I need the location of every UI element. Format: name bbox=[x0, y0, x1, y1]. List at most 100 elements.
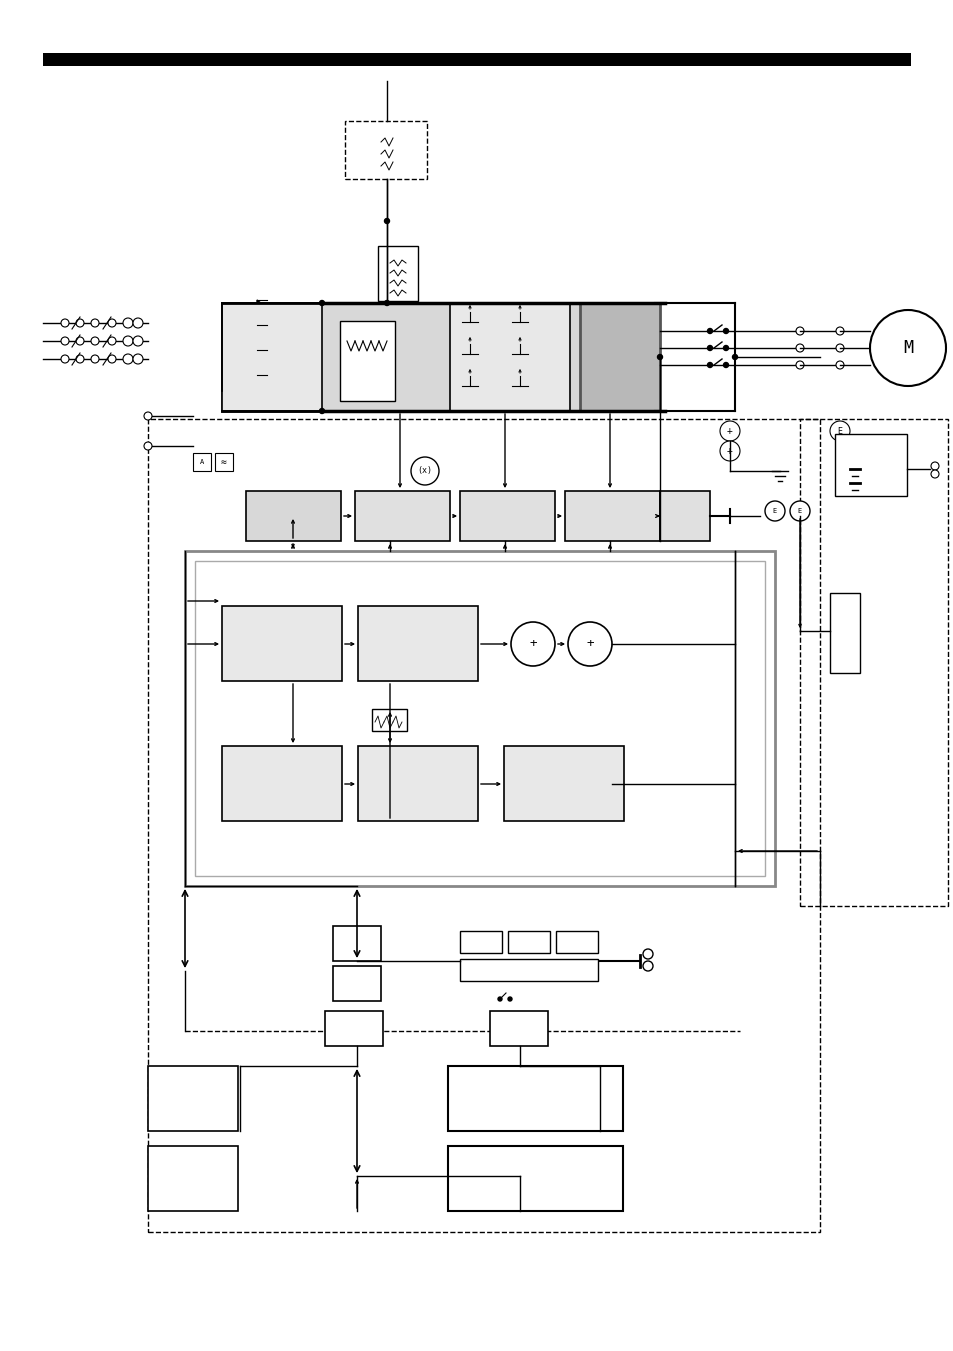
Bar bbox=[490, 1011, 547, 1046]
Circle shape bbox=[930, 470, 938, 478]
Text: +: + bbox=[726, 426, 732, 436]
Bar bbox=[222, 303, 322, 411]
Text: ≈: ≈ bbox=[221, 457, 227, 467]
Bar bbox=[459, 490, 555, 540]
Bar bbox=[214, 453, 233, 471]
Bar bbox=[450, 303, 569, 411]
Bar bbox=[556, 931, 598, 952]
Circle shape bbox=[835, 327, 843, 335]
Text: E: E bbox=[797, 508, 801, 513]
Bar bbox=[185, 551, 774, 886]
Circle shape bbox=[384, 219, 389, 223]
Circle shape bbox=[91, 319, 99, 327]
Text: M: M bbox=[902, 339, 912, 357]
Circle shape bbox=[732, 354, 737, 359]
Bar bbox=[579, 303, 659, 411]
Bar bbox=[372, 709, 407, 731]
Bar bbox=[193, 453, 211, 471]
Circle shape bbox=[720, 440, 740, 461]
Bar bbox=[448, 1066, 622, 1131]
Bar bbox=[834, 434, 906, 496]
Bar bbox=[355, 490, 450, 540]
Circle shape bbox=[511, 621, 555, 666]
Bar bbox=[507, 931, 550, 952]
Circle shape bbox=[61, 355, 69, 363]
Circle shape bbox=[91, 355, 99, 363]
Circle shape bbox=[108, 355, 116, 363]
Circle shape bbox=[411, 457, 438, 485]
Bar bbox=[829, 593, 859, 673]
Circle shape bbox=[657, 354, 661, 359]
Polygon shape bbox=[256, 376, 267, 390]
Circle shape bbox=[722, 328, 728, 334]
Polygon shape bbox=[256, 300, 267, 316]
Circle shape bbox=[91, 336, 99, 345]
Bar bbox=[448, 1146, 622, 1210]
Bar bbox=[148, 1146, 237, 1210]
Text: +: + bbox=[586, 638, 593, 650]
Circle shape bbox=[795, 361, 803, 369]
Circle shape bbox=[108, 336, 116, 345]
Bar bbox=[564, 490, 659, 540]
Circle shape bbox=[497, 997, 501, 1001]
Circle shape bbox=[384, 300, 389, 305]
Text: A: A bbox=[200, 459, 204, 465]
Circle shape bbox=[61, 319, 69, 327]
Circle shape bbox=[319, 408, 324, 413]
Bar bbox=[222, 303, 651, 411]
Circle shape bbox=[829, 422, 849, 440]
Text: E: E bbox=[837, 427, 841, 435]
Circle shape bbox=[642, 948, 652, 959]
Circle shape bbox=[707, 362, 712, 367]
Circle shape bbox=[123, 354, 132, 363]
Circle shape bbox=[795, 345, 803, 353]
Bar bbox=[377, 246, 417, 301]
Circle shape bbox=[764, 501, 784, 521]
Circle shape bbox=[722, 346, 728, 350]
Circle shape bbox=[722, 362, 728, 367]
Circle shape bbox=[835, 361, 843, 369]
Circle shape bbox=[61, 336, 69, 345]
Bar bbox=[503, 746, 623, 821]
Bar bbox=[357, 607, 477, 681]
Circle shape bbox=[789, 501, 809, 521]
Circle shape bbox=[869, 309, 945, 386]
Bar bbox=[246, 490, 340, 540]
Bar bbox=[357, 746, 477, 821]
Circle shape bbox=[707, 346, 712, 350]
Circle shape bbox=[132, 317, 143, 328]
Bar bbox=[345, 122, 427, 178]
Circle shape bbox=[319, 300, 324, 305]
Circle shape bbox=[567, 621, 612, 666]
Text: E: E bbox=[772, 508, 777, 513]
Circle shape bbox=[132, 354, 143, 363]
Circle shape bbox=[76, 336, 84, 345]
Circle shape bbox=[132, 336, 143, 346]
Bar bbox=[800, 419, 947, 907]
Circle shape bbox=[707, 328, 712, 334]
Circle shape bbox=[642, 961, 652, 971]
Bar bbox=[333, 966, 380, 1001]
Circle shape bbox=[144, 412, 152, 420]
Circle shape bbox=[123, 336, 132, 346]
Bar bbox=[222, 746, 341, 821]
Bar bbox=[43, 53, 910, 66]
Bar bbox=[459, 931, 501, 952]
Bar bbox=[459, 959, 598, 981]
Circle shape bbox=[930, 462, 938, 470]
Polygon shape bbox=[256, 326, 267, 340]
Circle shape bbox=[108, 319, 116, 327]
Polygon shape bbox=[256, 350, 267, 366]
Bar bbox=[659, 490, 709, 540]
Bar bbox=[222, 607, 341, 681]
Bar bbox=[339, 322, 395, 401]
Bar bbox=[148, 419, 820, 1232]
Bar bbox=[325, 1011, 382, 1046]
Circle shape bbox=[123, 317, 132, 328]
Circle shape bbox=[507, 997, 512, 1001]
Circle shape bbox=[144, 442, 152, 450]
Bar bbox=[333, 925, 380, 961]
Circle shape bbox=[76, 355, 84, 363]
Circle shape bbox=[76, 319, 84, 327]
Circle shape bbox=[835, 345, 843, 353]
